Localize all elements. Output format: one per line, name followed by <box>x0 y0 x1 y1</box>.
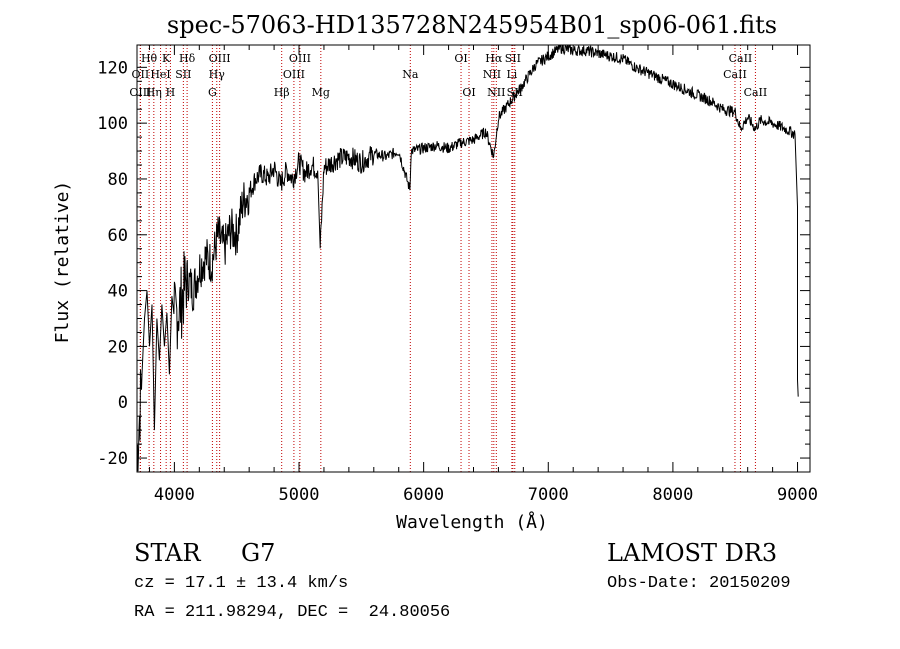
y-tick-label: 0 <box>118 393 128 413</box>
emission-line-label: NII <box>487 86 505 99</box>
y-tick-label: 80 <box>108 170 128 190</box>
emission-line-label: Mg <box>312 86 330 99</box>
emission-line-label: K <box>162 52 171 65</box>
x-tick-label: 4000 <box>154 485 195 505</box>
x-tick-label: 8000 <box>652 485 693 505</box>
emission-line-label: Hδ <box>179 52 196 65</box>
y-tick-label: 40 <box>108 282 128 302</box>
emission-line-label: CaII <box>729 52 753 65</box>
emission-line-label: Na <box>402 68 419 81</box>
emission-line-label: Hβ <box>274 86 290 99</box>
y-tick-label: 120 <box>97 58 128 78</box>
emission-line-label: OII <box>132 68 150 81</box>
emission-line-label: HeI <box>150 68 170 81</box>
observation-date: Obs-Date: 20150209 <box>607 574 791 593</box>
object-class: STAR <box>134 539 201 567</box>
emission-line-label: Li <box>506 68 517 81</box>
emission-line-label: OI <box>462 86 475 99</box>
emission-line-label: H <box>166 86 176 99</box>
object-subclass: G7 <box>241 539 276 567</box>
emission-line-label: Hα <box>485 52 503 65</box>
emission-line-markers <box>139 45 756 472</box>
emission-line-label: OIII <box>129 86 151 99</box>
y-tick-label: 60 <box>108 226 128 246</box>
redshift-cz: cz = 17.1 ± 13.4 km/s <box>134 574 349 593</box>
emission-line-label: CaII <box>723 68 747 81</box>
plot-frame <box>136 44 811 473</box>
emission-line-label: SII <box>175 68 191 81</box>
chart-title: spec-57063-HD135728N245954B01_sp06-061.f… <box>167 11 777 39</box>
x-axis: 4000 5000 6000 7000 8000 9000 <box>148 45 818 505</box>
emission-line-label: OIII <box>209 52 231 65</box>
x-tick-label: 5000 <box>279 485 320 505</box>
y-axis: -20 0 20 40 60 80 100 120 <box>97 58 810 469</box>
survey-name: LAMOST DR3 <box>607 539 778 567</box>
emission-line-label: OI <box>454 52 467 65</box>
emission-line-label: NII <box>483 68 501 81</box>
y-tick-label: 20 <box>108 337 128 357</box>
emission-line-label: G <box>208 86 217 99</box>
emission-line-label: Hγ <box>209 68 226 81</box>
x-tick-label: 7000 <box>528 485 569 505</box>
x-axis-label: Wavelength (Å) <box>396 511 548 533</box>
emission-line-label: Hη <box>146 86 162 99</box>
x-tick-label: 6000 <box>403 485 444 505</box>
emission-line-label: OIII <box>289 52 311 65</box>
emission-line-label: Hθ <box>141 52 158 65</box>
x-tick-label: 9000 <box>777 485 818 505</box>
y-axis-label: Flux (relative) <box>52 181 73 344</box>
flux-series-line <box>136 44 799 472</box>
ra-dec-coordinates: RA = 211.98294, DEC = 24.80056 <box>134 603 451 622</box>
y-tick-label: 100 <box>97 114 128 134</box>
emission-line-label: OIII <box>283 68 305 81</box>
y-tick-label: -20 <box>97 449 128 469</box>
emission-line-label: SII <box>505 52 521 65</box>
emission-line-label: CaII <box>744 86 768 99</box>
